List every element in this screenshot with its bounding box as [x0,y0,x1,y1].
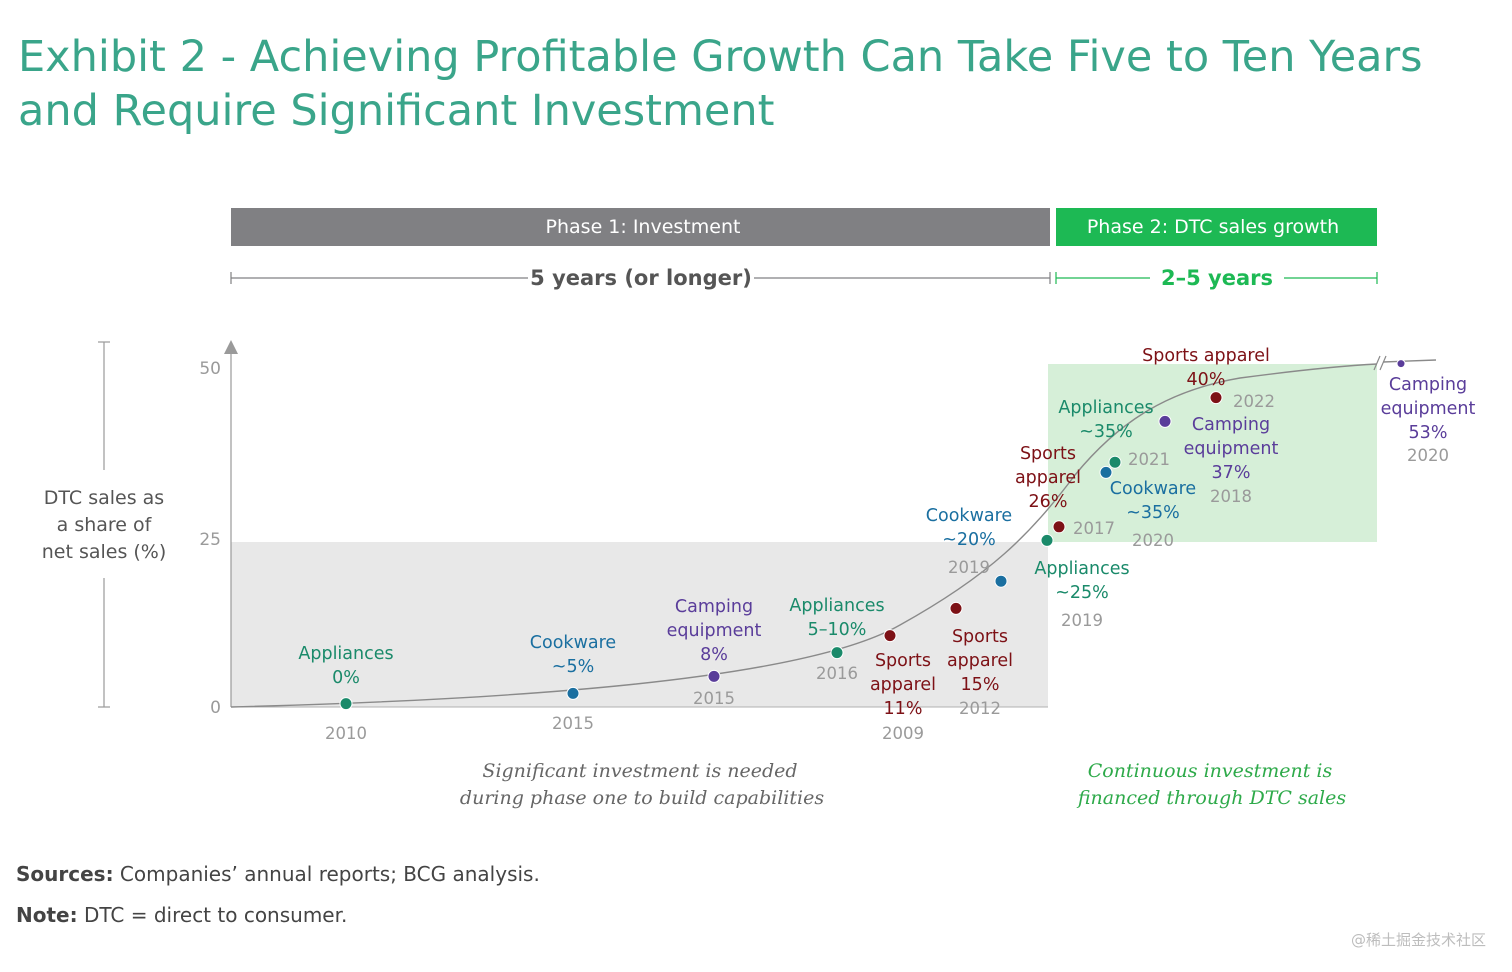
phase1-label: Phase 1: Investment [546,216,741,238]
data-label-12-line2: equipment [1184,439,1279,459]
data-point-13 [1209,391,1223,405]
y-tick-0: 0 [210,698,221,718]
data-label-1-line2: 0% [332,668,360,688]
growth-curve-extension [1382,359,1437,363]
data-label-14-line1: Camping [1389,375,1467,395]
phase1-note-line1: Significant investment is needed [482,760,797,782]
sources-text: Companies’ annual reports; BCG analysis. [113,862,540,886]
data-label-7-line1: Cookware [926,506,1012,526]
data-year-14: 2020 [1407,446,1449,465]
data-label-7-line2: ~20% [942,530,996,550]
data-year-2: 2015 [552,714,594,733]
data-label-6-line3: 15% [961,675,1000,695]
data-year-1: 2010 [325,724,367,743]
data-point-1 [339,697,353,711]
data-point-7 [994,574,1008,588]
data-label-4-line1: Appliances [789,596,884,616]
data-point-2 [566,686,580,700]
phase1-bar [231,208,1050,246]
phase2-label: Phase 2: DTC sales growth [1087,216,1339,238]
data-label-5-line3: 11% [884,699,923,719]
data-points [339,359,1406,711]
sources-label: Sources: [16,862,114,886]
data-year-8: 2019 [1061,611,1103,630]
phase2-note-line2: financed through DTC sales [1076,787,1347,809]
y-tick-25: 25 [199,530,221,550]
y-tick-50: 50 [199,359,221,379]
data-label-2-line1: Cookware [530,633,616,653]
phase1-duration-bracket [230,272,1051,284]
data-label-6-line1: Sports [952,627,1008,647]
data-label-9-line1: Sports [1020,444,1076,464]
data-point-14 [1396,359,1406,369]
data-year-9: 2017 [1073,519,1115,538]
data-point-5 [883,629,897,643]
phase2-duration-bracket [1055,272,1378,284]
data-label-13-line1: Sports apparel [1142,346,1270,366]
data-label-3-line3: 8% [700,645,728,665]
note-text: DTC = direct to consumer. [77,903,348,927]
phase2-bar [1056,208,1377,246]
data-label-2-line2: ~5% [552,657,594,677]
phase1-duration: 5 years (or longer) [530,266,752,290]
phase2-note-line1: Continuous investment is [1088,760,1333,782]
data-label-9-line3: 26% [1029,492,1068,512]
data-label-12-line1: Camping [1192,415,1270,435]
data-label-8-line1: Appliances [1034,559,1129,579]
data-point-8 [1040,533,1054,547]
sources-note: Sources: Companies’ annual reports; BCG … [16,862,540,886]
data-point-11 [1108,455,1122,469]
y-axis-label-line1: DTC sales as [44,487,164,509]
data-point-9 [1052,520,1066,534]
data-point-6 [949,601,963,615]
data-label-9-line2: apparel [1015,468,1081,488]
data-label-12-line3: 37% [1212,463,1251,483]
data-year-6: 2012 [959,699,1001,718]
point-labels: Appliances 0% 2010 Cookware ~5% 2015 Camping eq… [298,346,1475,743]
phase1-shade [231,542,1048,707]
chart-title: Exhibit 2 - Achieving Profitable Growth … [18,32,1423,136]
data-label-5-line1: Sports [875,651,931,671]
data-label-11-line1: Appliances [1058,398,1153,418]
data-year-4: 2016 [816,664,858,683]
data-point-3 [707,669,721,683]
data-label-6-line2: apparel [947,651,1013,671]
data-year-11: 2021 [1128,450,1170,469]
axis-break-marks [1373,355,1387,371]
data-label-1-line1: Appliances [298,644,393,664]
data-point-10 [1099,465,1113,479]
data-year-5: 2009 [882,724,924,743]
data-label-14-line2: equipment [1381,399,1476,419]
data-point-12 [1158,414,1172,428]
y-axis-label-line3: net sales (%) [42,541,167,563]
data-label-4-line2: 5–10% [808,620,867,640]
y-label-bracket [98,341,110,708]
data-year-10: 2020 [1132,531,1174,550]
data-label-13-line2: 40% [1187,370,1226,390]
data-label-3-line2: equipment [667,621,762,641]
data-year-12: 2018 [1210,487,1252,506]
data-label-3-line1: Camping [675,597,753,617]
data-label-10-line1: Cookware [1110,479,1196,499]
phase2-duration: 2–5 years [1161,266,1273,290]
data-label-14-line3: 53% [1409,423,1448,443]
note-label: Note: [16,903,78,927]
data-label-10-line2: ~35% [1126,503,1180,523]
data-year-3: 2015 [693,689,735,708]
phase1-note-line2: during phase one to build capabilities [460,787,824,809]
data-label-8-line2: ~25% [1055,583,1109,603]
data-point-4 [830,646,844,660]
watermark: @稀土掘金技术社区 [1350,931,1486,949]
data-year-7: 2019 [948,558,990,577]
growth-curve [230,363,1378,708]
y-axis-label-line2: a share of [57,514,153,536]
data-year-13: 2022 [1233,392,1275,411]
data-label-11-line2: ~35% [1079,422,1133,442]
dtc-note: Note: DTC = direct to consumer. [16,903,347,927]
data-label-5-line2: apparel [870,675,936,695]
y-axis-arrow [224,340,238,354]
